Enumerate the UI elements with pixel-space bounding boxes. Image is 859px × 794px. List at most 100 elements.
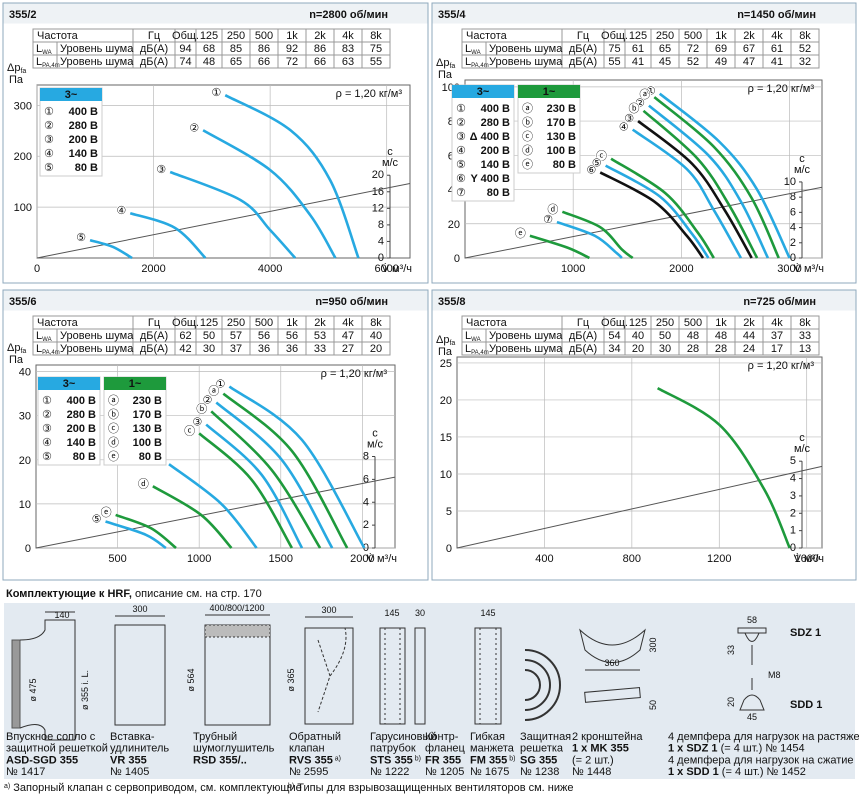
- caption-run: Защитная: [520, 731, 571, 743]
- row-unit: дБ(А): [569, 56, 597, 68]
- row-label-sub: PA,4m: [471, 63, 489, 69]
- dim-label: 300: [132, 604, 147, 614]
- curve-marker: ⑤: [592, 157, 602, 170]
- row-desc: Уровень шума: [60, 56, 134, 68]
- fan-curve: [556, 220, 623, 259]
- legend-entry: 80 В: [139, 451, 162, 463]
- footnote: b) Типы для взрывозащищенных вентиляторо…: [288, 782, 573, 794]
- footnote-mark: b): [288, 783, 294, 790]
- y-tick-label: 10: [440, 469, 452, 481]
- table-header: 2k: [743, 317, 755, 329]
- curve-marker: ①: [646, 85, 656, 98]
- flange-outline: [414, 627, 426, 725]
- legend-marker: ⑥: [456, 172, 466, 185]
- table-value: 54: [608, 330, 620, 342]
- caption-run: RSD 355/..: [193, 754, 247, 766]
- table-value: 34: [608, 343, 620, 355]
- accessory-drawings: [11, 611, 767, 741]
- caption-run: a): [333, 755, 341, 762]
- y-label-main: Δp: [7, 342, 20, 354]
- table-value: 83: [342, 43, 354, 55]
- caption-line: Гибкая: [470, 731, 505, 743]
- legend-entry: 140 В: [69, 148, 98, 160]
- damper-bottom-body: [739, 678, 765, 711]
- caption-run: VR 355: [110, 754, 147, 766]
- table-header: Частота: [466, 317, 508, 329]
- table-value: 56: [286, 330, 298, 342]
- legend-marker: ④: [42, 436, 52, 449]
- dim-label: ø 564: [186, 668, 196, 691]
- table-value: 75: [370, 43, 382, 55]
- legend-marker: ⓔ: [108, 450, 119, 463]
- curve-marker: ⑤: [76, 231, 86, 244]
- y-tick-label: 25: [440, 358, 452, 370]
- y2-label: с: [372, 428, 378, 440]
- table-header: 2k: [743, 30, 755, 42]
- row-unit: дБ(А): [569, 330, 597, 342]
- fan-curve: [637, 120, 753, 259]
- table-header: 4k: [771, 317, 783, 329]
- table-value: 50: [659, 330, 671, 342]
- table-value: 66: [258, 56, 270, 68]
- caption-line: 4 демпфера для нагрузок на растяжение: [668, 731, 859, 743]
- legend-marker: ②: [44, 119, 54, 132]
- footnote-text: Запорный клапан с сервоприводом, см. ком…: [10, 782, 301, 794]
- fan-curve: [529, 234, 590, 260]
- table-value: 66: [314, 56, 326, 68]
- fan-curve: [115, 513, 177, 550]
- legend-marker: ⓒ: [522, 130, 533, 143]
- y-label-sub: fa: [20, 68, 26, 75]
- panel-title: 355/2: [9, 9, 37, 21]
- caption-run: Вставка-: [110, 731, 155, 743]
- y-label: Δpfa: [436, 334, 455, 347]
- caption-run: STS 355: [370, 754, 413, 766]
- table-value: 30: [659, 343, 671, 355]
- table-value: 55: [608, 56, 620, 68]
- panel-header: [432, 290, 856, 311]
- caption-line: № 1205: [425, 766, 464, 778]
- table-value: 69: [715, 43, 727, 55]
- x-tick-label: 6000: [374, 263, 398, 275]
- y-tick-label: 30: [19, 411, 31, 423]
- valve-outline: [304, 627, 354, 725]
- legend-entry: 130 В: [547, 131, 576, 143]
- legend-entry: 100 В: [547, 145, 576, 157]
- caption-line: (= 2 шт.): [572, 754, 614, 766]
- legend-entry: 280 В: [67, 409, 96, 421]
- velocity-line: [36, 183, 411, 259]
- dim-label: 20: [726, 697, 736, 707]
- row-label: LPA,4m: [465, 56, 489, 69]
- y-tick-label: 20: [19, 455, 31, 467]
- legend-marker: ③: [456, 130, 466, 143]
- density-note: ρ = 1,20 кг/м³: [336, 88, 403, 100]
- fan-curve: [210, 410, 322, 549]
- table-value: 72: [687, 43, 699, 55]
- table-value: 17: [771, 343, 783, 355]
- x-tick-label: 1500: [269, 553, 293, 565]
- legend-marker: ①: [44, 105, 54, 118]
- x-tick-label: 2000: [350, 553, 374, 565]
- y-label: Δpfa: [436, 57, 455, 70]
- row-unit: дБ(А): [140, 330, 168, 342]
- row-label: LWA: [36, 43, 52, 56]
- curve-marker: ⑦: [543, 213, 553, 226]
- dim-label: 145: [480, 608, 495, 618]
- caption-run: Трубный: [193, 731, 237, 743]
- table-header: 2k: [314, 317, 326, 329]
- caption-line: манжета: [470, 743, 515, 755]
- legend-marker: ⓐ: [522, 102, 533, 115]
- fan-curve: [215, 401, 334, 549]
- legend-header: [452, 85, 514, 98]
- caption-run: ASD-SGD 355: [6, 754, 78, 766]
- y2-unit: м/с: [382, 157, 399, 169]
- curve-marker: ⑥: [586, 163, 596, 176]
- valve-flaps: [317, 627, 347, 713]
- table-header: Частота: [37, 30, 79, 42]
- legend-entry: 400 В: [481, 103, 510, 115]
- panel-frame: [2, 2, 429, 284]
- grille-arcs: [524, 649, 561, 721]
- table-value: 48: [715, 330, 727, 342]
- caption-run: 1 x SDZ 1: [668, 743, 718, 755]
- table-header: 8k: [799, 30, 811, 42]
- legend-marker: ⑤: [456, 158, 466, 171]
